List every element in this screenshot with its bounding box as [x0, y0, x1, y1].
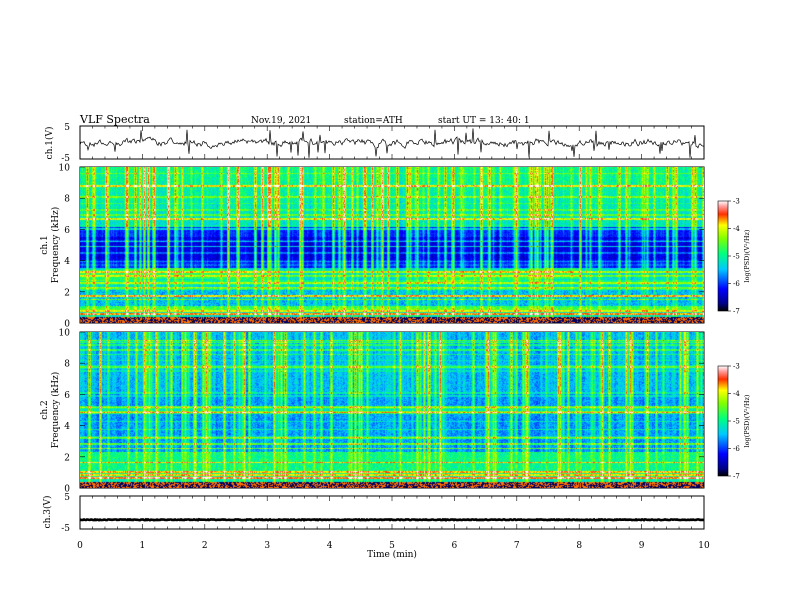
ch1-colorbar [717, 200, 729, 312]
y-tick-label: 4 [64, 257, 70, 267]
x-tick-label: 2 [202, 541, 208, 551]
ch2-colorbar-ticks: -3 -4 -5 -6 -7 [728, 363, 740, 481]
time-axis-ticks [79, 126, 705, 529]
ch2-colorbar-label: log(PSD)(V²/Hz) [743, 394, 751, 447]
figure-station: station=ATH [344, 116, 403, 126]
colorbar-tick-label: -6 [733, 445, 740, 453]
colorbar-tick-label: -3 [733, 198, 740, 206]
ch1-colorbar-label: log(PSD)(V²/Hz) [743, 229, 751, 282]
colorbar-tick-label: -3 [733, 363, 740, 371]
ch1-waveform-trace [79, 128, 705, 158]
colorbar-tick-label: -5 [733, 418, 740, 426]
y-tick-label: 8 [64, 195, 70, 205]
x-tick-label: 10 [698, 541, 710, 551]
ch1-ytick-top: 5 [64, 123, 70, 133]
ch1-spectrogram-channel-label: ch.1 [40, 235, 50, 254]
x-tick-label: 8 [576, 541, 582, 551]
colorbar-tick-label: -7 [733, 473, 740, 481]
colorbar-tick-label: -7 [733, 308, 740, 316]
y-tick-label: 2 [64, 288, 70, 298]
x-tick-label: 9 [639, 541, 645, 551]
ch3-waveform-ylabel: ch.3(V) [42, 496, 53, 529]
ch3-waveform-frame [79, 495, 705, 530]
ch1-spectrogram-heatmap [80, 167, 704, 323]
x-tick-label: 5 [389, 541, 395, 551]
ch1-spectrogram-yticks: 0 2 4 6 8 10 [59, 164, 704, 330]
ch1-spectrogram-ylabel: Frequency (kHz) [50, 207, 61, 284]
time-axis-label: Time (min) [367, 549, 417, 560]
colorbar-tick-label: -6 [733, 280, 740, 288]
y-tick-label: 8 [64, 360, 70, 370]
ch3-ytick-bottom: -5 [61, 524, 70, 534]
y-tick-label: 6 [64, 391, 70, 401]
y-tick-label: 2 [64, 453, 70, 463]
y-tick-label: 6 [64, 226, 70, 236]
y-tick-label: 10 [59, 329, 71, 339]
ch2-spectrogram-ylabel: Frequency (kHz) [50, 372, 61, 449]
ch3-waveform-trace [79, 517, 705, 522]
time-axis-tick-labels: 0 1 2 3 4 5 6 7 8 9 10 [77, 541, 710, 551]
ch3-waveform-panel: 5 -5 ch.3(V) [42, 493, 705, 534]
colorbar-tick-label: -4 [733, 390, 740, 398]
ch2-spectrogram-heatmap [80, 332, 704, 488]
x-tick-label: 6 [452, 541, 458, 551]
ch3-ytick-top: 5 [64, 493, 70, 503]
y-tick-label: 0 [64, 320, 70, 330]
figure-start-time: start UT = 13: 40: 1 [438, 116, 530, 126]
figure-date: Nov.19, 2021 [251, 116, 311, 126]
ch1-ytick-bottom: -5 [61, 154, 70, 164]
ch2-spectrogram-channel-label: ch.2 [40, 400, 50, 419]
ch2-spectrogram-yticks: 0 2 4 6 8 10 [59, 329, 704, 495]
ch2-colorbar [717, 365, 729, 477]
figure-title: VLF Spectra [79, 113, 150, 126]
ch1-waveform-frame [79, 125, 705, 160]
x-tick-label: 7 [514, 541, 520, 551]
colorbar-tick-label: -4 [733, 225, 740, 233]
ch1-waveform-panel: 5 -5 ch.1(V) [44, 123, 705, 164]
y-tick-label: 0 [64, 485, 70, 495]
ch1-colorbar-ticks: -3 -4 -5 -6 -7 [728, 198, 740, 316]
colorbar-tick-label: -5 [733, 253, 740, 261]
x-tick-label: 3 [264, 541, 270, 551]
y-tick-label: 10 [59, 164, 71, 174]
x-tick-label: 1 [140, 541, 146, 551]
y-tick-label: 4 [64, 422, 70, 432]
ch1-waveform-ylabel: ch.1(V) [44, 127, 55, 160]
x-tick-label: 4 [327, 541, 333, 551]
x-tick-label: 0 [77, 541, 83, 551]
